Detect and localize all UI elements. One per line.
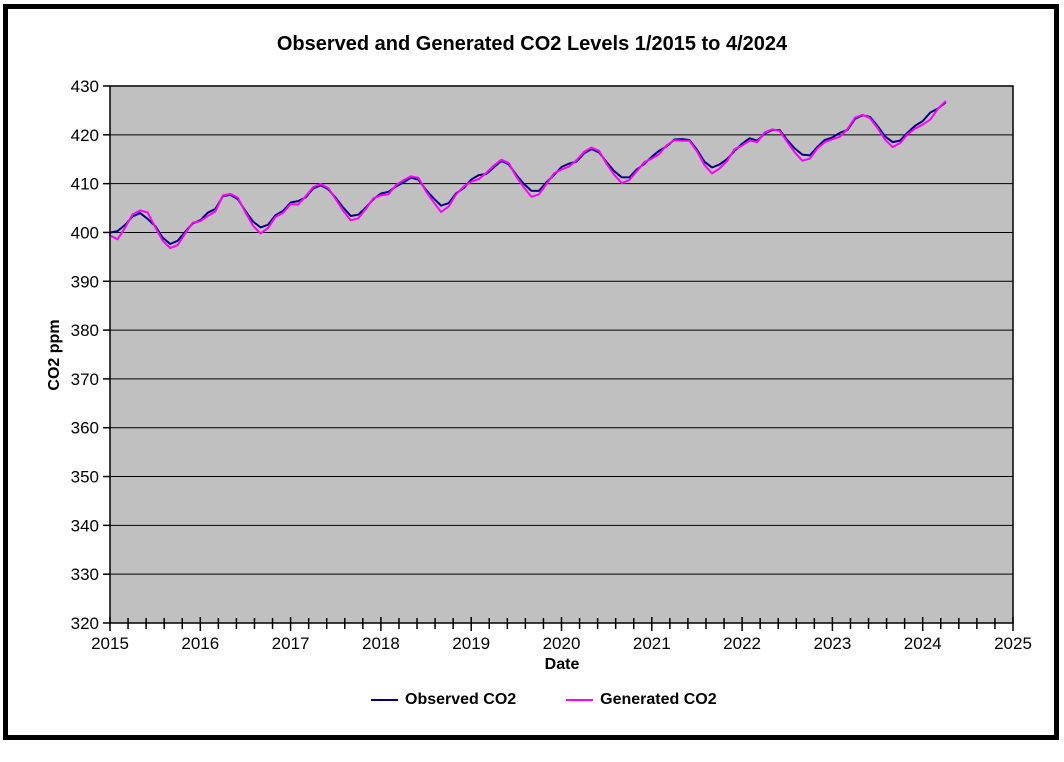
legend-item-generated: Generated CO2: [566, 691, 717, 709]
y-tick-label: 340: [71, 516, 99, 535]
x-tick-label: 2024: [904, 634, 942, 653]
x-tick-label: 2016: [181, 634, 219, 653]
observed-line-swatch: [371, 699, 398, 701]
legend-item-observed: Observed CO2: [371, 691, 516, 709]
x-tick-label: 2015: [91, 634, 129, 653]
x-tick-label: 2025: [994, 634, 1032, 653]
legend-label-generated: Generated CO2: [600, 691, 717, 708]
y-tick-label: 380: [71, 321, 99, 340]
x-tick-label: 2018: [362, 634, 400, 653]
y-tick-label: 370: [71, 370, 99, 389]
series-line-1: [109, 100, 947, 250]
generated-line-swatch: [566, 699, 594, 701]
y-tick-label: 360: [71, 419, 99, 438]
x-axis-title: Date: [544, 656, 580, 673]
y-axis-title: CO2 ppm: [46, 319, 63, 391]
x-tick-label: 2023: [813, 634, 851, 653]
x-tick-label: 2022: [723, 634, 761, 653]
y-tick-label: 390: [71, 272, 99, 291]
y-tick-label: 400: [71, 223, 99, 242]
x-tick-label: 2017: [272, 634, 310, 653]
y-tick-label: 410: [71, 175, 99, 194]
x-tick-label: 2021: [633, 634, 671, 653]
y-tick-label: 420: [71, 126, 99, 145]
x-tick-label: 2019: [452, 634, 490, 653]
y-tick-label: 350: [71, 468, 99, 487]
plot-background: [110, 86, 1013, 623]
legend: Observed CO2 Generated CO2: [371, 691, 717, 709]
legend-label-observed: Observed CO2: [405, 691, 517, 708]
series-line-0: [109, 101, 947, 245]
y-tick-label: 320: [71, 614, 99, 633]
x-tick-label: 2020: [543, 634, 581, 653]
chart-title: Observed and Generated CO2 Levels 1/2015…: [276, 33, 788, 55]
y-tick-label: 330: [71, 565, 99, 584]
y-tick-label: 430: [71, 77, 99, 96]
